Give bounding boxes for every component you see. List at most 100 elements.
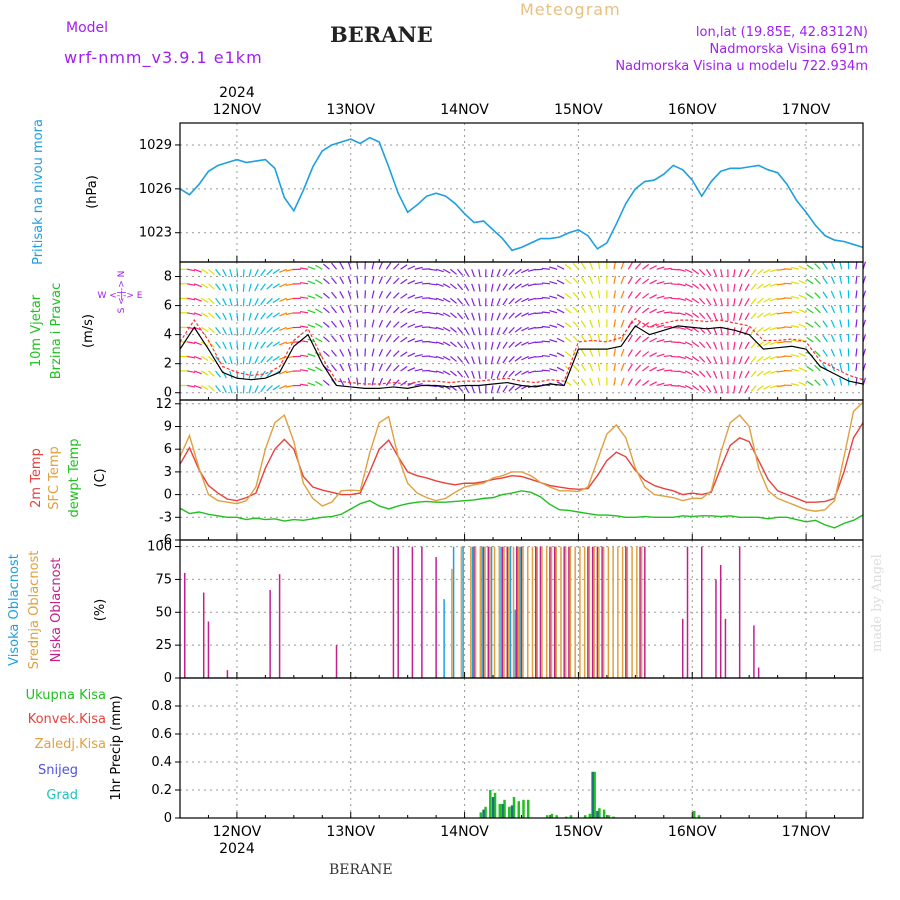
wind-arrow (627, 349, 633, 357)
temperature-ytick-label: 12 (155, 397, 172, 412)
day-label-bottom: 15NOV (554, 824, 603, 840)
wind-arrow (830, 261, 836, 270)
wind-ytick-label: 6 (164, 299, 172, 314)
wind-arrow (201, 384, 209, 391)
wind-arrow (656, 295, 665, 299)
wind-arrow (839, 290, 843, 299)
wind-arrow (471, 385, 475, 394)
wind-arrow (769, 370, 778, 374)
wind-arrow (720, 312, 723, 321)
wind-arrow (407, 338, 416, 343)
wind-arrow (194, 283, 202, 288)
wind-arrow (347, 261, 352, 270)
wind-arrow (464, 312, 470, 321)
wind-arrow (254, 341, 259, 350)
wind-arrow (490, 269, 494, 278)
wind-arrow (300, 354, 309, 358)
wind-arrow (663, 369, 672, 372)
wind-arrow (556, 265, 565, 270)
day-label-bottom: 14NOV (440, 824, 489, 840)
wind-arrow (830, 290, 836, 299)
wind-arrow (656, 324, 665, 328)
precip-ytick-label: 0.8 (151, 699, 172, 714)
wind-arrow (677, 283, 686, 287)
wind-arrow (371, 290, 375, 299)
wind-arrow (215, 327, 221, 335)
wind-arrow (642, 351, 650, 357)
wind-arrow (684, 341, 693, 346)
wind-arrow (839, 363, 843, 372)
precip-bar (491, 797, 495, 818)
wind-arrow (634, 335, 642, 343)
wind-arrow (572, 379, 579, 386)
precip-bar (591, 771, 594, 818)
wind-arrow (521, 355, 529, 361)
wind-arrow (331, 291, 337, 299)
wind-arrow (756, 326, 764, 333)
wind-arrow (572, 335, 579, 343)
model-elevation-text: Nadmorska Visina u modelu 722.934m (615, 59, 868, 74)
wind-arrow (449, 355, 457, 362)
wind-arrow (478, 283, 481, 292)
wind-arrow (254, 356, 259, 364)
wind-arrow (684, 268, 693, 274)
temp-ylabel-dewpt: dewpt Temp (67, 438, 82, 517)
meteogram-title: Meteogram (520, 0, 621, 19)
wind-arrow (656, 339, 665, 343)
cloud-ylabel-mid: Srednja Oblacnost (27, 551, 42, 670)
wind-arrow (478, 298, 481, 307)
day-label-bottom: 12NOV (213, 824, 262, 840)
precip-bar (569, 815, 573, 818)
wind-arrow (705, 283, 712, 291)
wind-arrow (556, 279, 565, 285)
wind-arrow (830, 348, 836, 357)
wind-arrow (260, 341, 266, 349)
wind-arrow (201, 326, 209, 333)
wind-arrow (798, 265, 807, 270)
wind-arrow (260, 327, 266, 335)
wind-arrow (222, 385, 227, 393)
precip-bar (503, 799, 506, 818)
wind-arrow (798, 323, 807, 328)
wind-arrow (527, 297, 536, 301)
wind-arrow (464, 370, 470, 379)
wind-arrow (744, 341, 750, 350)
wind-arrow (248, 356, 252, 365)
wind-arrow (642, 365, 650, 372)
wind-arrow (744, 268, 750, 277)
precip-ytick-label: 0.2 (151, 783, 172, 798)
wind-arrow (564, 336, 572, 343)
wind-arrow (457, 356, 464, 363)
precip-legend-item: Grad (46, 788, 78, 803)
wind-arrow (215, 268, 221, 276)
wind-arrow (428, 283, 438, 286)
precip-bar (479, 812, 483, 818)
precip-bar (550, 813, 554, 818)
temp-sfc-line (179, 401, 864, 512)
wind-arrow (248, 370, 252, 379)
wind-arrow (634, 350, 642, 357)
wind-arrow (385, 349, 392, 357)
wind-arrow (597, 319, 601, 328)
wind-arrow (496, 327, 501, 335)
pressure-unit: (hPa) (85, 175, 100, 209)
wind-arrow (449, 283, 457, 290)
wind-arrow (744, 356, 750, 364)
wind-arrow (201, 283, 209, 289)
wind-arrow (620, 261, 625, 270)
cloud-ylabel-low: Niska Oblacnost (49, 558, 64, 663)
wind-arrow (471, 341, 475, 350)
wind-arrow (502, 327, 508, 335)
wind-arrow (194, 355, 202, 360)
wind-arrow (738, 269, 743, 278)
wind-arrow (698, 385, 706, 392)
wind-arrow (589, 305, 594, 314)
wind-arrow (814, 306, 821, 314)
wind-arrow (806, 322, 814, 328)
wind-arrow (627, 363, 633, 372)
wind-arrow (464, 341, 470, 350)
wind-arrow (580, 305, 587, 314)
wind-arrow (580, 291, 587, 299)
wind-arrow (791, 281, 800, 285)
wind-arrow (307, 367, 316, 372)
